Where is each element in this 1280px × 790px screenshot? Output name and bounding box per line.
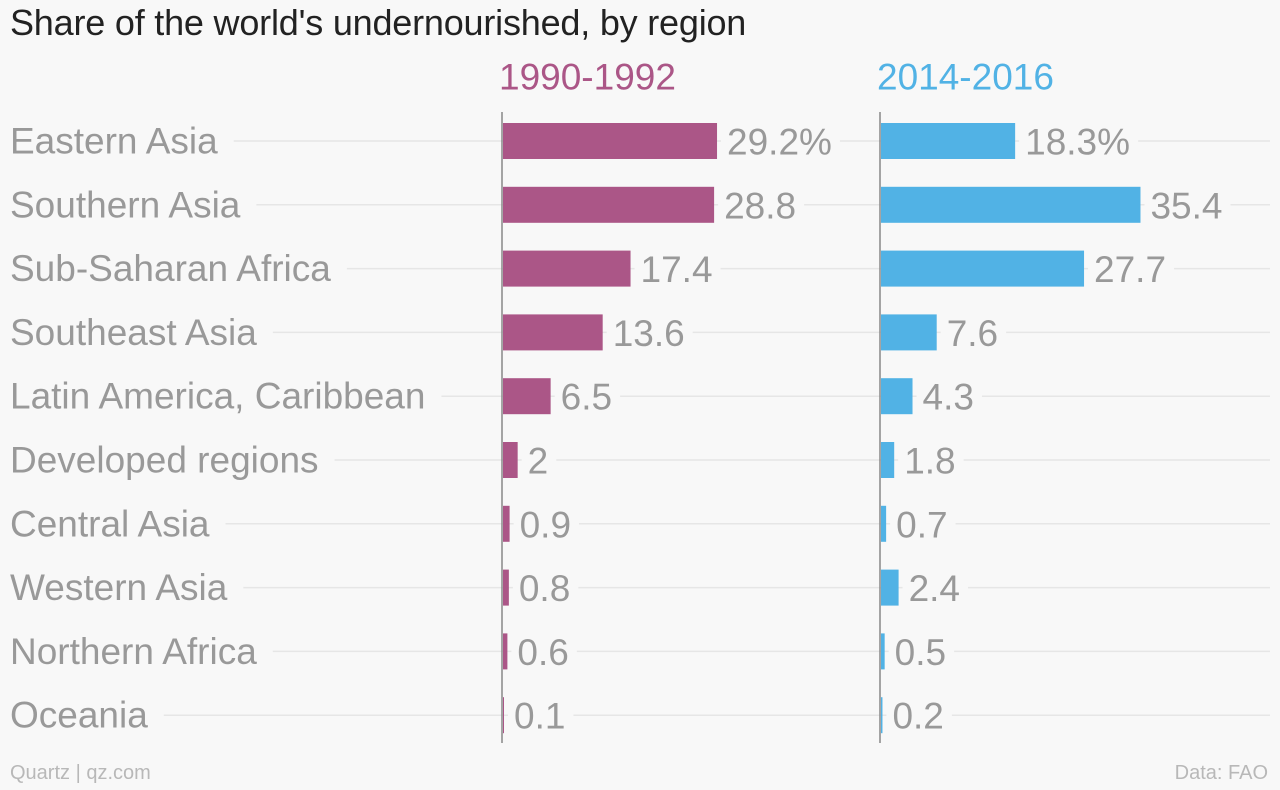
category-label: Latin America, Caribbean bbox=[10, 376, 425, 417]
category-label: Oceania bbox=[10, 695, 148, 736]
bar bbox=[503, 378, 551, 415]
label-gridline-mask bbox=[0, 265, 347, 272]
category-label: Western Asia bbox=[10, 567, 228, 608]
label-gridline-mask bbox=[0, 201, 257, 208]
value-label: 18.3% bbox=[1025, 122, 1130, 163]
label-gridline-mask bbox=[0, 584, 244, 591]
category-label: Northern Africa bbox=[10, 631, 257, 672]
value-label: 0.6 bbox=[517, 632, 568, 673]
chart-title: Share of the world's undernourished, by … bbox=[10, 2, 747, 43]
value-label: 2 bbox=[528, 441, 549, 482]
value-gridline-mask bbox=[718, 201, 805, 208]
value-label: 0.2 bbox=[892, 696, 943, 737]
bar bbox=[503, 697, 504, 734]
value-gridline-mask bbox=[940, 329, 1007, 336]
bar bbox=[503, 250, 631, 287]
bar bbox=[881, 186, 1141, 223]
value-gridline-mask bbox=[886, 712, 952, 719]
bar bbox=[503, 442, 518, 478]
value-label: 13.6 bbox=[613, 313, 685, 354]
bar bbox=[881, 123, 1016, 159]
label-gridline-mask bbox=[0, 648, 273, 655]
value-label: 6.5 bbox=[561, 377, 612, 418]
value-label: 17.4 bbox=[641, 249, 713, 290]
value-gridline-mask bbox=[916, 393, 982, 400]
value-gridline-mask bbox=[521, 457, 557, 463]
label-gridline-mask bbox=[0, 138, 234, 144]
value-gridline-mask bbox=[902, 584, 969, 591]
bar bbox=[503, 186, 715, 223]
bar bbox=[881, 250, 1085, 287]
bar bbox=[881, 442, 895, 478]
category-label: Developed regions bbox=[10, 440, 319, 481]
category-label: Sub-Saharan Africa bbox=[10, 248, 331, 289]
value-label: 0.8 bbox=[519, 568, 570, 609]
label-gridline-mask bbox=[0, 329, 273, 336]
series-label: 2014-2016 bbox=[877, 57, 1054, 98]
value-label: 0.9 bbox=[520, 504, 571, 545]
bar bbox=[503, 123, 718, 159]
value-label: 28.8 bbox=[724, 185, 796, 226]
value-gridline-mask bbox=[511, 648, 577, 655]
label-gridline-mask bbox=[0, 712, 164, 719]
category-label: Central Asia bbox=[10, 503, 210, 544]
value-gridline-mask bbox=[513, 520, 580, 527]
value-label: 4.3 bbox=[923, 377, 974, 418]
footer-credit: Quartz | qz.com bbox=[10, 762, 151, 784]
value-gridline-mask bbox=[606, 329, 693, 336]
bar bbox=[881, 314, 937, 351]
value-gridline-mask bbox=[508, 712, 574, 719]
value-gridline-mask bbox=[898, 457, 964, 463]
value-gridline-mask bbox=[554, 393, 621, 400]
bar bbox=[881, 633, 885, 670]
bar bbox=[881, 569, 899, 606]
bar bbox=[881, 505, 887, 542]
bar bbox=[503, 569, 509, 606]
category-label: Southeast Asia bbox=[10, 312, 257, 353]
bar bbox=[881, 378, 913, 415]
value-label: 35.4 bbox=[1150, 185, 1222, 226]
value-gridline-mask bbox=[1088, 265, 1175, 272]
value-label: 0.7 bbox=[896, 504, 947, 545]
value-gridline-mask bbox=[888, 648, 955, 655]
footer-source: Data: FAO bbox=[1174, 762, 1268, 784]
bar bbox=[881, 697, 883, 734]
value-gridline-mask bbox=[1144, 201, 1231, 208]
label-gridline-mask bbox=[0, 520, 226, 527]
category-label: Eastern Asia bbox=[10, 121, 218, 162]
value-label: 7.6 bbox=[947, 313, 998, 354]
bar bbox=[503, 633, 508, 670]
series-label: 1990-1992 bbox=[499, 57, 676, 98]
label-gridline-mask bbox=[0, 393, 442, 400]
bar bbox=[503, 314, 603, 351]
label-gridline-mask bbox=[0, 457, 335, 463]
value-gridline-mask bbox=[1019, 138, 1139, 144]
value-gridline-mask bbox=[890, 520, 956, 527]
value-label: 0.1 bbox=[514, 696, 565, 737]
category-label: Southern Asia bbox=[10, 184, 241, 225]
value-label: 27.7 bbox=[1094, 249, 1166, 290]
bar bbox=[503, 505, 510, 542]
value-label: 1.8 bbox=[904, 441, 955, 482]
value-label: 0.5 bbox=[895, 632, 946, 673]
value-gridline-mask bbox=[512, 584, 579, 591]
value-label: 29.2% bbox=[727, 122, 832, 163]
value-gridline-mask bbox=[634, 265, 721, 272]
value-label: 2.4 bbox=[909, 568, 960, 609]
value-gridline-mask bbox=[721, 138, 840, 144]
